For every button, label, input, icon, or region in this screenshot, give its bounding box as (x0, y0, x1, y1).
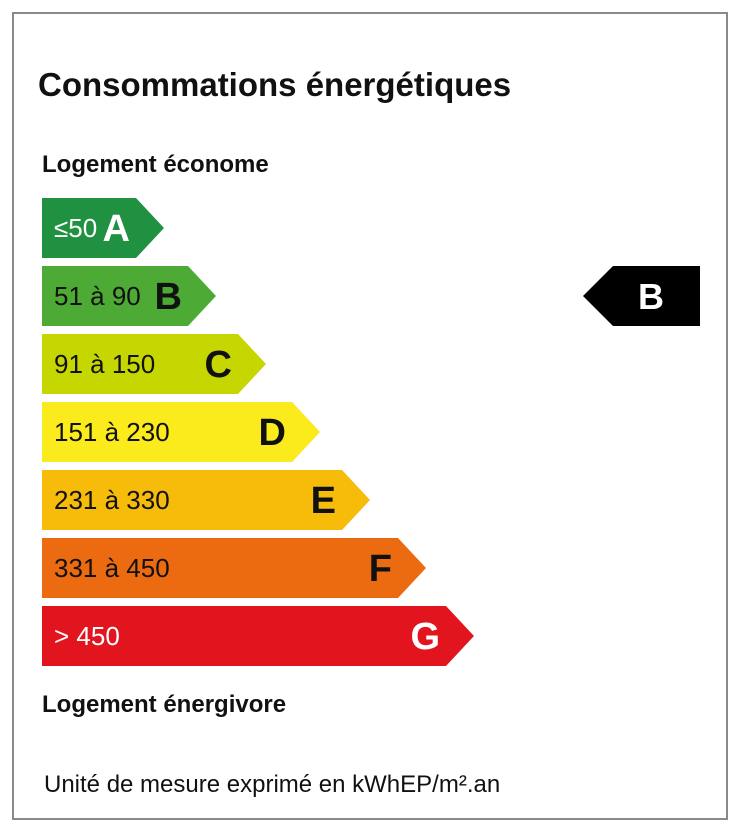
rating-letter-c: C (205, 344, 232, 386)
rating-letter-g: G (410, 616, 440, 658)
rating-indicator-letter: B (638, 276, 664, 317)
rating-letter-f: F (369, 548, 392, 590)
rating-letter-e: E (311, 480, 336, 522)
efficient-label: Logement économe (42, 151, 269, 178)
rating-indicator-arrow (583, 266, 700, 326)
rating-range-f: 331 à 450 (54, 553, 170, 583)
rating-bar-g (42, 606, 474, 666)
unit-note: Unité de mesure exprimé en kWhEP/m².an (44, 771, 501, 798)
rating-range-e: 231 à 330 (54, 485, 170, 515)
rating-bar-a (42, 198, 164, 258)
rating-letter-b: B (155, 276, 182, 318)
rating-letter-d: D (259, 412, 286, 454)
rating-bar-e (42, 470, 370, 530)
rating-range-g: > 450 (54, 621, 120, 651)
rating-bar-c (42, 334, 266, 394)
rating-bar-b (42, 266, 216, 326)
page-title: Consommations énergétiques (38, 66, 512, 103)
rating-range-b: 51 à 90 (54, 281, 141, 311)
rating-range-d: 151 à 230 (54, 417, 170, 447)
rating-letter-a: A (103, 208, 130, 250)
rating-bar-f (42, 538, 426, 598)
inefficient-label: Logement énergivore (42, 691, 287, 718)
rating-range-c: 91 à 150 (54, 349, 155, 379)
rating-range-a: ≤50 (54, 213, 97, 243)
rating-bar-d (42, 402, 320, 462)
